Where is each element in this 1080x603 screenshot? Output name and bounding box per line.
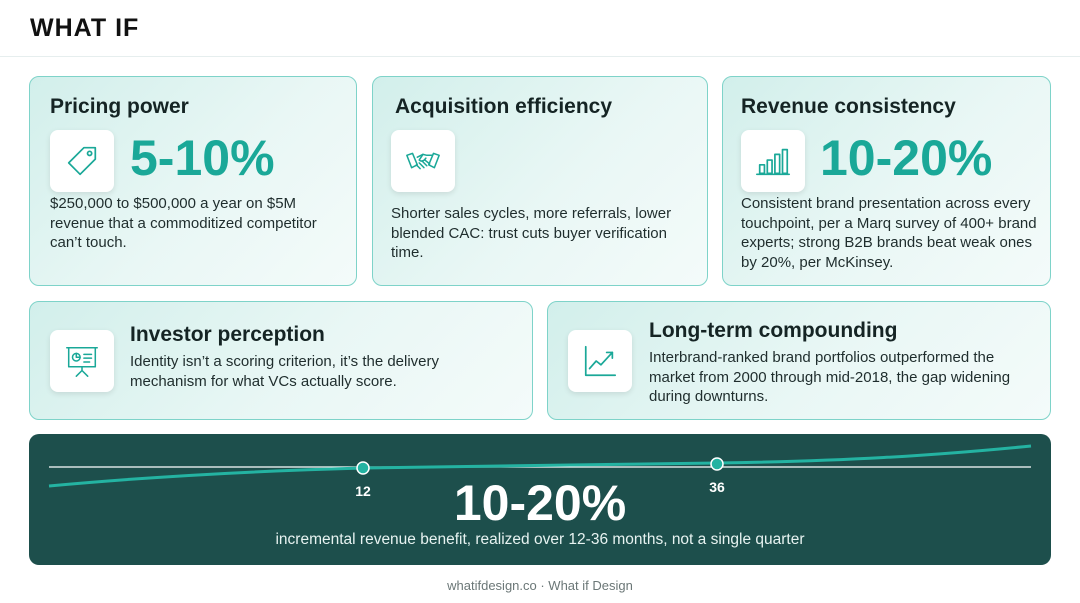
stat-value: 5-10% (130, 130, 275, 186)
bar-chart-icon (741, 130, 805, 192)
summary-caption: incremental revenue benefit, realized ov… (275, 531, 805, 548)
card-revenue-consistency: Revenue consistency 10-20% Consistent br… (722, 76, 1051, 286)
header: WHAT IF (0, 0, 1080, 57)
card-title: Long-term compounding (649, 319, 898, 342)
marker-label-12: 12 (355, 483, 371, 499)
marker-36 (710, 457, 724, 471)
growth-curve (48, 444, 1032, 488)
summary-panel: 12 36 10-20% incremental revenue benefit… (29, 434, 1051, 565)
card-description: Consistent brand presentation across eve… (741, 195, 1037, 271)
stat-value: 10-20% (820, 130, 993, 186)
card-description: Identity isn’t a scoring criterion, it’s… (130, 353, 440, 390)
growth-timeline (48, 444, 1032, 488)
card-investor-perception: Investor perception Identity isn’t a sco… (29, 301, 533, 420)
card-title: Revenue consistency (741, 95, 956, 118)
card-acquisition-efficiency: Acquisition efficiency Shorter sales cyc… (372, 76, 708, 286)
handshake-icon (391, 130, 455, 192)
price-tag-icon (50, 130, 114, 192)
card-title: Acquisition efficiency (395, 95, 613, 118)
card-description: Interbrand-ranked brand portfolios outpe… (649, 349, 1011, 405)
footer: whatifdesign.co · What if Design (447, 578, 633, 593)
card-pricing-power: Pricing power 5-10% $250,000 to $500,000… (29, 76, 357, 286)
card-title: Investor perception (130, 323, 325, 346)
card-title: Pricing power (50, 95, 189, 118)
card-long-term-compounding: Long-term compounding Interbrand-ranked … (547, 301, 1051, 420)
logo: WHAT IF (30, 14, 140, 42)
card-description: $250,000 to $500,000 a year on $5M reven… (50, 195, 317, 251)
marker-12 (356, 461, 370, 475)
card-description: Shorter sales cycles, more referrals, lo… (391, 205, 672, 261)
presentation-board-icon (50, 330, 114, 392)
trend-line-icon (568, 330, 632, 392)
marker-label-36: 36 (709, 479, 725, 495)
summary-stat: 10-20% (453, 475, 627, 531)
